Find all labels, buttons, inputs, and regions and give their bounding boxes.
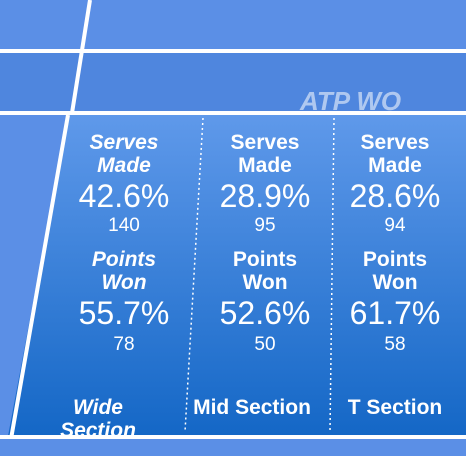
serves-count: 95 — [254, 215, 275, 236]
section-label: Serves Made — [361, 131, 430, 177]
divider — [329, 117, 335, 433]
panel — [8, 115, 466, 436]
section-label: Points Won — [92, 248, 156, 294]
points-pct: 55.7% — [79, 295, 170, 331]
court-line — [70, 0, 92, 114]
points-count: 78 — [113, 334, 134, 355]
serves-count: 140 — [108, 215, 140, 236]
section-name: Mid Section — [193, 396, 311, 419]
section-label: Serves Made — [90, 131, 159, 177]
section-label: Points Won — [363, 248, 427, 294]
section-name: T Section — [348, 396, 443, 419]
serves-count: 94 — [384, 215, 406, 236]
points-pct: 61.7% — [350, 295, 441, 331]
points-count: 50 — [254, 334, 275, 355]
points-count: 58 — [384, 334, 405, 355]
court-line — [6, 114, 70, 457]
section-label: Points Won — [233, 248, 297, 294]
section-label: Serves Made — [231, 131, 300, 177]
serves-pct: 28.9% — [220, 178, 311, 214]
serves-pct: 42.6% — [79, 178, 170, 214]
bottom-band — [0, 437, 466, 456]
serves-pct: 28.6% — [350, 178, 441, 214]
points-pct: 52.6% — [220, 295, 311, 331]
